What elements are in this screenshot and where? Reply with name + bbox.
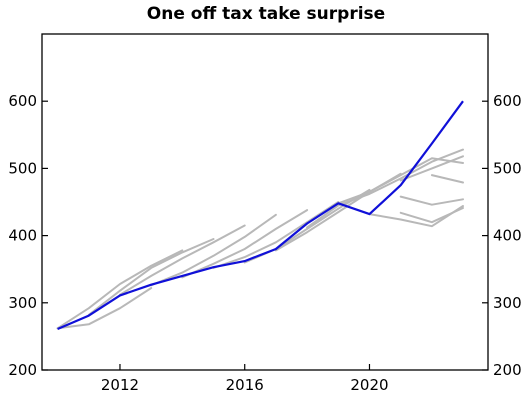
- y-tick-label-right-300: 300: [493, 294, 522, 312]
- y-tick-label-left-300: 300: [8, 294, 37, 312]
- series-line-vintage-11: [337, 157, 464, 205]
- y-tick-label-right-400: 400: [493, 227, 522, 245]
- y-tick-label-left-200: 200: [8, 361, 37, 379]
- y-tick-label-right-600: 600: [493, 92, 522, 110]
- series-layer: [56, 100, 464, 331]
- series-line-vintage-6: [181, 209, 309, 279]
- series-line-vintage-14: [399, 195, 464, 206]
- y-tick-label-right-200: 200: [493, 361, 522, 379]
- series-line-vintage-12: [368, 205, 464, 228]
- y-tick-label-left-500: 500: [8, 159, 37, 177]
- x-tick-label-2012: 2012: [101, 376, 139, 394]
- series-line-vintage-2: [56, 249, 184, 330]
- y-tick-label-left-400: 400: [8, 227, 37, 245]
- series-line-vintage-7: [212, 201, 340, 269]
- series-line-vintage-1: [56, 287, 153, 330]
- series-line-vintage-4: [119, 224, 246, 296]
- series-line-vintage-13: [399, 207, 464, 224]
- y-tick-label-right-500: 500: [493, 159, 522, 177]
- axis-layer: 200 200 300 300 400 400 500 500 600 600 2012 2016 20…: [8, 92, 521, 394]
- chart-title: One off tax take surprise: [147, 4, 385, 24]
- series-line-vintage-15: [399, 155, 464, 182]
- plot-frame: [41, 33, 489, 371]
- y-tick-label-left-600: 600: [8, 92, 37, 110]
- x-tick-label-2020: 2020: [350, 376, 388, 394]
- series-line-vintage-3: [87, 238, 215, 316]
- series-line-vintage-16: [430, 174, 464, 184]
- x-tick-label-2016: 2016: [226, 376, 264, 394]
- series-line-vintage-5: [150, 213, 277, 287]
- series-line-main: [57, 100, 464, 331]
